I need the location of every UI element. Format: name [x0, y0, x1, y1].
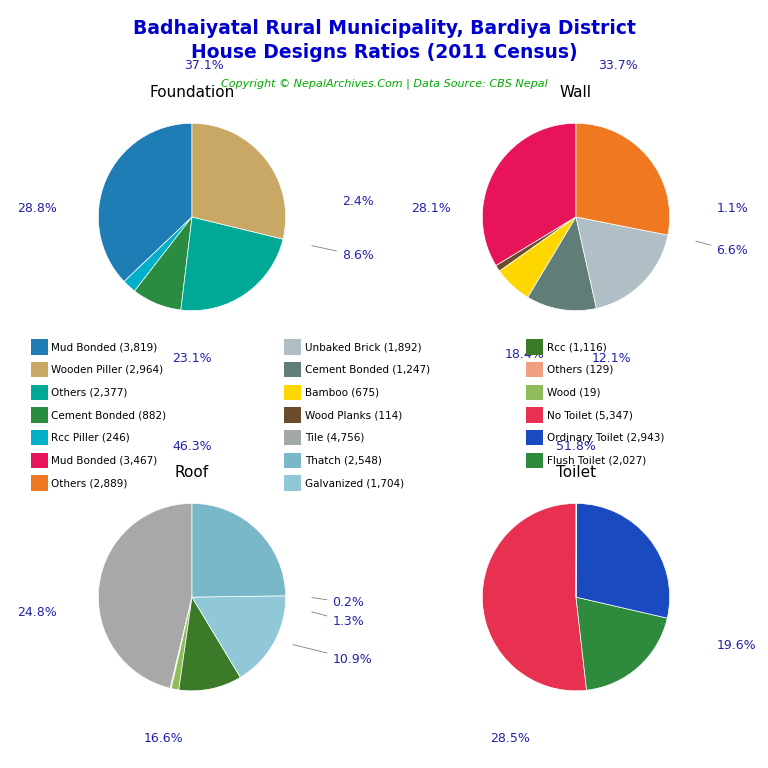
Wedge shape: [124, 217, 192, 291]
Text: 2.4%: 2.4%: [342, 195, 374, 208]
Wedge shape: [576, 124, 670, 235]
Text: 0.2%: 0.2%: [312, 597, 365, 610]
Wedge shape: [171, 598, 192, 690]
Title: Foundation: Foundation: [149, 84, 235, 100]
Text: 19.6%: 19.6%: [717, 639, 756, 652]
Text: 1.3%: 1.3%: [312, 612, 364, 628]
Text: 33.7%: 33.7%: [598, 59, 638, 72]
Title: Roof: Roof: [175, 465, 209, 480]
Wedge shape: [192, 124, 286, 239]
Text: Tile (4,756): Tile (4,756): [305, 432, 364, 443]
Title: Toilet: Toilet: [556, 465, 596, 480]
Text: Copyright © NepalArchives.Com | Data Source: CBS Nepal: Copyright © NepalArchives.Com | Data Sou…: [220, 78, 548, 89]
Text: Bamboo (675): Bamboo (675): [305, 387, 379, 398]
Text: Others (129): Others (129): [547, 365, 613, 375]
Text: 1.1%: 1.1%: [717, 202, 748, 215]
Text: 23.1%: 23.1%: [172, 353, 212, 366]
Wedge shape: [98, 124, 192, 282]
Wedge shape: [576, 598, 667, 690]
Wedge shape: [134, 217, 192, 310]
Text: Flush Toilet (2,027): Flush Toilet (2,027): [547, 455, 646, 465]
Text: Thatch (2,548): Thatch (2,548): [305, 455, 382, 465]
Text: Rcc (1,116): Rcc (1,116): [547, 342, 607, 353]
Text: 28.5%: 28.5%: [491, 733, 531, 746]
Title: Wall: Wall: [560, 84, 592, 100]
Wedge shape: [576, 217, 668, 309]
Text: Cement Bonded (1,247): Cement Bonded (1,247): [305, 365, 430, 375]
Wedge shape: [180, 217, 283, 310]
Text: 18.4%: 18.4%: [505, 347, 545, 360]
Text: 37.1%: 37.1%: [184, 59, 223, 72]
Wedge shape: [496, 217, 576, 271]
Text: Others (2,889): Others (2,889): [51, 478, 127, 488]
Text: Badhaiyatal Rural Municipality, Bardiya District
House Designs Ratios (2011 Cens: Badhaiyatal Rural Municipality, Bardiya …: [133, 19, 635, 61]
Text: 16.6%: 16.6%: [144, 733, 184, 746]
Wedge shape: [192, 503, 286, 598]
Text: Others (2,377): Others (2,377): [51, 387, 127, 398]
Text: Ordinary Toilet (2,943): Ordinary Toilet (2,943): [547, 432, 664, 443]
Text: 8.6%: 8.6%: [312, 246, 374, 262]
Text: 28.1%: 28.1%: [411, 202, 451, 215]
Wedge shape: [499, 217, 576, 297]
Text: Wood Planks (114): Wood Planks (114): [305, 410, 402, 420]
Text: Mud Bonded (3,819): Mud Bonded (3,819): [51, 342, 157, 353]
Text: 51.8%: 51.8%: [556, 439, 596, 452]
Text: 28.8%: 28.8%: [18, 202, 58, 215]
Wedge shape: [179, 598, 240, 690]
Wedge shape: [528, 217, 597, 310]
Wedge shape: [170, 598, 192, 688]
Text: 10.9%: 10.9%: [293, 644, 372, 666]
Text: 6.6%: 6.6%: [696, 241, 748, 257]
Text: Galvanized (1,704): Galvanized (1,704): [305, 478, 404, 488]
Text: Mud Bonded (3,467): Mud Bonded (3,467): [51, 455, 157, 465]
Text: Wooden Piller (2,964): Wooden Piller (2,964): [51, 365, 164, 375]
Wedge shape: [482, 124, 576, 266]
Text: 12.1%: 12.1%: [591, 353, 631, 366]
Wedge shape: [482, 504, 587, 690]
Text: Rcc Piller (246): Rcc Piller (246): [51, 432, 131, 443]
Text: Unbaked Brick (1,892): Unbaked Brick (1,892): [305, 342, 422, 353]
Wedge shape: [98, 504, 192, 688]
Text: 24.8%: 24.8%: [18, 606, 58, 619]
Text: Wood (19): Wood (19): [547, 387, 601, 398]
Text: Cement Bonded (882): Cement Bonded (882): [51, 410, 167, 420]
Wedge shape: [576, 504, 670, 618]
Text: 46.3%: 46.3%: [172, 439, 212, 452]
Text: No Toilet (5,347): No Toilet (5,347): [547, 410, 633, 420]
Wedge shape: [192, 596, 286, 677]
